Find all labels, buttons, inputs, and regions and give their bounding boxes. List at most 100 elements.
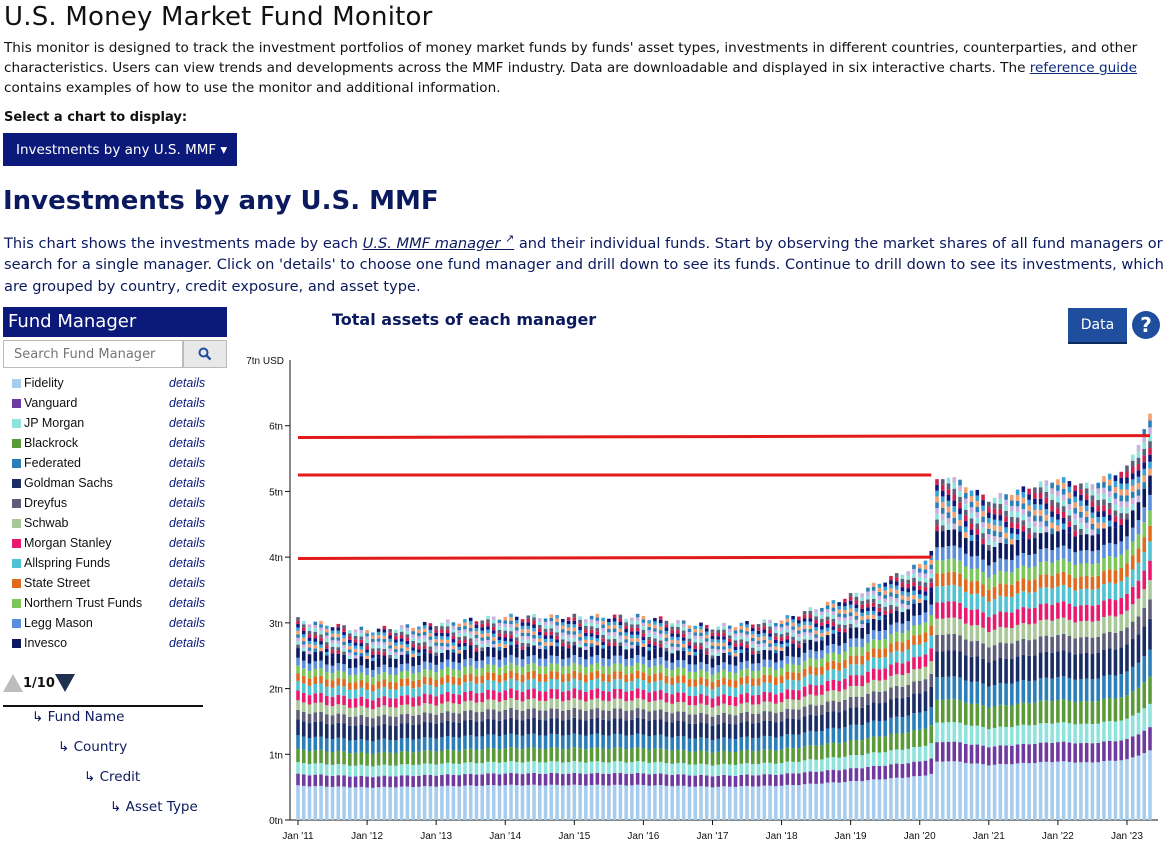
details-link[interactable]: details <box>169 456 206 470</box>
bar-segment <box>670 626 674 630</box>
bar-segment <box>422 625 427 629</box>
reference-guide-link[interactable]: reference guide <box>1029 60 1138 76</box>
bar-segment <box>1102 544 1106 559</box>
bar-segment <box>1027 533 1031 540</box>
details-link[interactable]: details <box>169 376 206 390</box>
bar-segment <box>1107 740 1112 761</box>
bar-segment <box>900 582 905 588</box>
bar-segment <box>958 742 962 762</box>
bar-segment <box>451 703 456 713</box>
bar-segment <box>480 637 485 641</box>
search-fund-manager-input[interactable] <box>3 340 183 368</box>
bar-segment <box>388 658 392 668</box>
details-link[interactable]: details <box>169 436 206 450</box>
bar-segment <box>1079 550 1083 564</box>
bar-segment <box>618 632 623 636</box>
details-link[interactable]: details <box>169 416 206 430</box>
bar-segment <box>1136 483 1141 490</box>
bar-segment <box>750 647 755 652</box>
details-link[interactable]: details <box>169 536 206 550</box>
bar-segment <box>716 665 721 673</box>
bar-segment <box>555 655 559 664</box>
bar-segment <box>883 668 887 680</box>
search-button[interactable] <box>183 340 227 368</box>
bar-segment <box>480 683 485 693</box>
bar-segment <box>1125 513 1129 520</box>
bar-segment <box>480 627 485 631</box>
bar-segment <box>555 642 559 647</box>
bar-segment <box>831 615 836 619</box>
bar-segment <box>866 671 870 683</box>
bar-segment <box>762 674 767 683</box>
bar-segment <box>1073 743 1077 763</box>
bar-segment <box>578 699 582 710</box>
bar-segment <box>877 607 882 612</box>
bar-segment <box>624 635 628 640</box>
bar-segment <box>1010 494 1014 501</box>
bar-segment <box>635 772 640 785</box>
reference-line <box>297 434 1151 440</box>
details-link[interactable]: details <box>169 496 206 510</box>
bar-segment <box>635 678 640 689</box>
bar-segment <box>676 675 680 683</box>
bar-segment <box>549 678 554 689</box>
bar-segment <box>353 716 358 726</box>
page-down-icon[interactable] <box>54 674 75 692</box>
details-link[interactable]: details <box>169 556 206 570</box>
bar-segment <box>624 649 628 660</box>
bar-segment <box>653 762 657 774</box>
details-link[interactable]: details <box>169 576 206 590</box>
bar-stack <box>923 560 928 820</box>
bar-segment <box>607 735 611 750</box>
bar-segment <box>584 619 588 623</box>
details-link[interactable]: details <box>169 516 206 530</box>
bar-segment <box>1067 761 1072 820</box>
bar-segment <box>676 643 680 648</box>
data-button[interactable]: Data <box>1068 308 1127 342</box>
bar-segment <box>866 651 870 661</box>
bar-segment <box>935 531 939 548</box>
bar-segment <box>1033 639 1037 656</box>
bar-segment <box>785 615 790 619</box>
details-link[interactable]: details <box>169 616 206 630</box>
bar-segment <box>871 765 876 780</box>
bar-segment <box>676 637 680 641</box>
help-icon[interactable]: ? <box>1132 311 1160 339</box>
bar-segment <box>1050 516 1054 523</box>
bar-segment <box>509 638 513 642</box>
bar-stack <box>1084 482 1089 820</box>
details-link[interactable]: details <box>169 636 206 650</box>
bar-segment <box>468 748 473 763</box>
bar-segment <box>1004 627 1008 644</box>
page-up-icon[interactable] <box>3 674 23 692</box>
details-link[interactable]: details <box>169 396 206 410</box>
details-link[interactable]: details <box>169 596 206 610</box>
details-link[interactable]: details <box>169 476 206 490</box>
bar-segment <box>376 776 381 788</box>
mmf-manager-link[interactable]: U.S. MMF manager ↗ <box>362 232 515 252</box>
bar-segment <box>802 660 807 669</box>
bar-segment <box>1004 596 1008 613</box>
bar-segment <box>946 761 951 820</box>
bar-segment <box>912 586 916 591</box>
bar-segment <box>727 655 732 665</box>
bar-segment <box>324 705 329 715</box>
bar-segment <box>762 649 767 660</box>
bar-segment <box>699 625 703 630</box>
bar-segment <box>935 761 939 820</box>
bar-segment <box>917 598 922 603</box>
bar-segment <box>566 634 571 638</box>
bar-segment <box>468 631 473 635</box>
bar-segment <box>1050 534 1054 551</box>
bar-segment <box>917 594 922 599</box>
bar-segment <box>365 646 369 650</box>
bar-segment <box>923 679 928 692</box>
bar-segment <box>785 689 790 700</box>
bar-segment <box>612 618 617 622</box>
bar-segment <box>676 640 680 644</box>
bar-segment <box>301 637 306 642</box>
bar-stack <box>549 614 554 820</box>
bar-segment <box>296 634 300 638</box>
chart-select-dropdown[interactable]: Investments by any U.S. MMF ▾ <box>3 133 237 166</box>
bar-segment <box>555 632 559 636</box>
